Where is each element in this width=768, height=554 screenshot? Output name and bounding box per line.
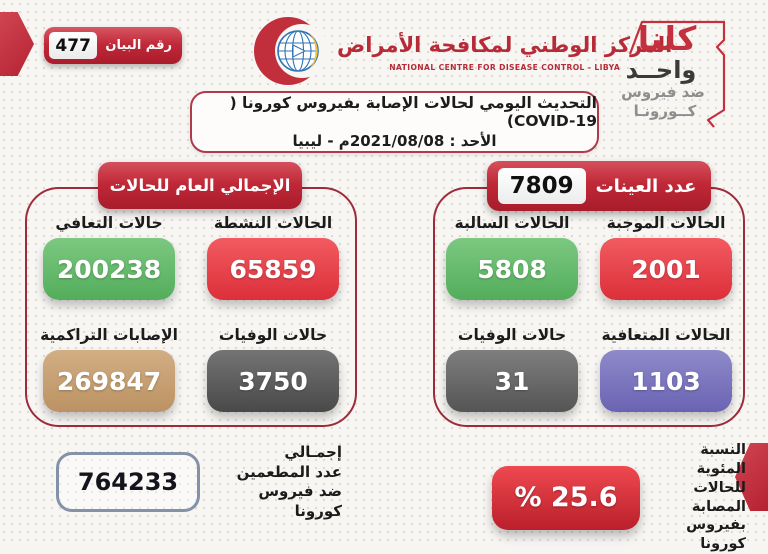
bulletin-date: الأحد : 2021/08/08م - ليبيا <box>292 132 497 150</box>
stat-label: الحالات السالبة <box>454 214 570 232</box>
vaccinated-label-line: عدد المطعمين <box>236 462 342 481</box>
slogan-word-corona: كــورونـا <box>633 101 697 120</box>
ncdc-logo: المركز الوطني لمكافحة الأمراض NATIONAL C… <box>253 13 672 89</box>
daily-stats-panel: الحالات الموجبة 2001 الحالات السالبة 580… <box>433 187 745 427</box>
report-number-label: رقم البيان <box>105 38 172 53</box>
stat-label: الحالات النشطة <box>213 214 333 232</box>
report-number-value: 477 <box>49 32 98 59</box>
vaccinated-total-value: 764233 <box>56 452 200 512</box>
stat-cell-deaths-daily: حالات الوفيات 31 <box>446 326 578 425</box>
vaccinated-total-group: 764233 إجمـالي عدد المطعمين ضد فيروس كور… <box>56 443 342 521</box>
org-name-arabic: المركز الوطني لمكافحة الأمراض <box>337 33 673 58</box>
infection-rate-label-line: النسبة المئوية <box>696 442 746 477</box>
bulletin-title-box: التحديث اليومي لحالات الإصابة بفيروس كور… <box>190 91 599 153</box>
crescent-globe-icon <box>254 17 329 85</box>
arrow-right-icon <box>0 12 34 76</box>
stat-cell-recovered-daily: الحالات المتعافية 1103 <box>600 326 732 425</box>
stat-label: حالات التعافي <box>55 214 163 232</box>
vaccinated-label-line: إجمـالي <box>284 443 342 461</box>
stat-cell-positive: الحالات الموجبة 2001 <box>600 214 732 313</box>
totals-panel: الحالات النشطة 65859 حالات التعافي 20023… <box>25 187 357 427</box>
stat-label: الإصابات التراكمية <box>40 326 178 344</box>
stat-value-box: 269847 <box>43 350 175 412</box>
stat-cell-active: الحالات النشطة 65859 <box>207 214 339 313</box>
infection-rate-label-line: بفيروس كورونا <box>686 517 746 553</box>
infection-rate-group: % 25.6 النسبة المئوية للحالات المصابة بف… <box>492 441 746 554</box>
stat-cell-cumulative: الإصابات التراكمية 269847 <box>40 326 178 425</box>
stat-value-box: 3750 <box>207 350 339 412</box>
bulletin-title: التحديث اليومي لحالات الإصابة بفيروس كور… <box>229 94 597 130</box>
samples-label: عدد العينات <box>595 175 697 197</box>
samples-value: 7809 <box>497 168 586 204</box>
infection-rate-label: النسبة المئوية للحالات المصابة بفيروس كو… <box>650 441 746 554</box>
stat-cell-recovered-total: حالات التعافي 200238 <box>43 214 175 313</box>
report-number-badge: رقم البيان 477 <box>44 27 182 64</box>
infection-rate-label-line: للحالات المصابة <box>691 479 746 515</box>
campaign-slogan: كلنا واحــد ضد فيروس كــورونـا <box>596 14 752 132</box>
slogan-word-against-virus: ضد فيروس <box>621 83 705 102</box>
stat-value-box: 5808 <box>446 238 578 300</box>
libya-map-outline-icon <box>628 20 726 128</box>
stat-label: حالات الوفيات <box>218 326 328 344</box>
slogan-word-kolona: كلنا <box>637 19 697 58</box>
slogan-word-wahed: واحــد <box>625 55 697 84</box>
stat-label: حالات الوفيات <box>457 326 567 344</box>
stat-label: الحالات الموجبة <box>606 214 726 232</box>
vaccinated-total-label: إجمـالي عدد المطعمين ضد فيروس كورونا <box>212 443 342 521</box>
stat-cell-deaths-total: حالات الوفيات 3750 <box>207 326 339 425</box>
stat-value-box: 2001 <box>600 238 732 300</box>
stat-value-box: 1103 <box>600 350 732 412</box>
stat-value-box: 200238 <box>43 238 175 300</box>
vaccinated-label-line: ضد فيروس كورونا <box>258 482 342 520</box>
totals-header-badge: الإجمالي العام للحالات <box>98 162 302 209</box>
stat-value-box: 65859 <box>207 238 339 300</box>
stat-label: الحالات المتعافية <box>601 326 731 344</box>
org-name-english: NATIONAL CENTRE FOR DISEASE CONTROL - LI… <box>389 62 621 72</box>
stat-cell-negative: الحالات السالبة 5808 <box>446 214 578 313</box>
infection-rate-value: % 25.6 <box>492 465 640 530</box>
samples-count-badge: عدد العينات 7809 <box>487 161 711 211</box>
stat-value-box: 31 <box>446 350 578 412</box>
